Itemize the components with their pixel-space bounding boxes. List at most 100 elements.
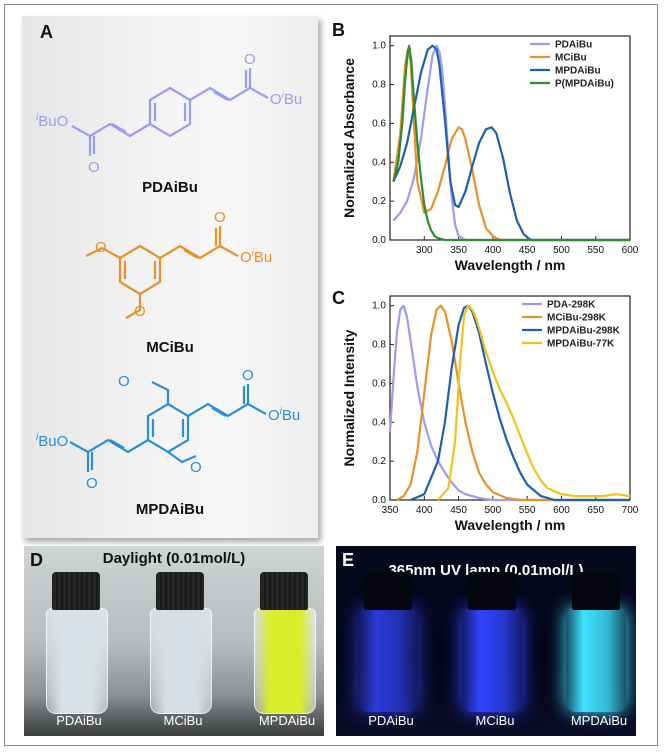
- vial-label: MPDAiBu: [258, 713, 316, 728]
- mpdaibu-ome-o1: O: [118, 373, 130, 390]
- panel-a-structures: O O OiBu iBuO PDAiBu O OiBu O O MCiBu: [22, 16, 318, 538]
- x-tick-label: 350: [450, 245, 467, 256]
- vial-liquid: [150, 608, 212, 714]
- y-tick-label: 0.2: [372, 456, 386, 467]
- legend-label: MPDAiBu: [555, 66, 601, 77]
- vial-cap: [156, 572, 204, 610]
- mcibu-name: MCiBu: [146, 339, 194, 356]
- x-tick-label: 450: [519, 245, 536, 256]
- mpdaibu-ester-left: iBuO: [36, 432, 68, 450]
- panel-label-d: D: [30, 550, 43, 570]
- series-line-2: [392, 44, 630, 242]
- x-tick-label: 650: [587, 505, 604, 516]
- y-tick-label: 0.8: [372, 80, 386, 91]
- x-tick-label: 500: [485, 505, 502, 516]
- vial-liquid: [462, 608, 522, 712]
- mcibu-carbonyl: O: [214, 209, 226, 226]
- y-tick-label: 0.2: [372, 196, 386, 207]
- y-tick-label: 0.4: [372, 417, 386, 428]
- mpdaibu-carbonyl-left: O: [86, 475, 98, 492]
- x-tick-label: 500: [553, 245, 570, 256]
- vial: [254, 572, 316, 714]
- panel-label-a: A: [40, 22, 53, 42]
- x-axis-label: Wavelength / nm: [455, 517, 566, 533]
- legend-label: PDAiBu: [555, 40, 592, 51]
- x-tick-label: 400: [485, 245, 502, 256]
- y-tick-label: 0.4: [372, 157, 386, 168]
- structure-pdaibu-labels: O O OiBu iBuO: [36, 51, 302, 176]
- x-tick-label: 550: [587, 245, 604, 256]
- vial-label: MCiBu: [163, 713, 203, 728]
- y-tick-label: 0.6: [372, 118, 386, 129]
- chart-c-emission: 350 400 450 500 550 600 650 700 0.0 0.2 0.4 0.6 0.8 1…: [341, 295, 639, 533]
- legend-label: MCiBu-298K: [547, 313, 607, 324]
- series-line-3: [392, 44, 630, 242]
- vial-cap: [52, 572, 100, 610]
- mcibu-ester-right: OiBu: [240, 248, 272, 266]
- mcibu-ome-o1: O: [95, 239, 107, 256]
- x-tick-label: 600: [622, 245, 639, 256]
- x-tick-label: 400: [416, 505, 433, 516]
- vial-cap: [260, 572, 308, 610]
- vial: [358, 572, 418, 712]
- legend-label: PDA-298K: [547, 300, 596, 311]
- x-tick-label: 550: [519, 505, 536, 516]
- x-axis-label: Wavelength / nm: [455, 257, 566, 273]
- chart-b-absorbance: 300 350 400 450 500 550 600 0.0 0.2 0.4 0.6 0.8 1.0 W…: [341, 35, 639, 273]
- y-axis-label: Normalized Absorbance: [341, 58, 357, 218]
- vial: [566, 572, 626, 712]
- mpdaibu-carbonyl-right: O: [242, 367, 254, 384]
- pdaibu-name: PDAiBu: [142, 179, 198, 196]
- pdaibu-carbonyl-right: O: [244, 51, 256, 68]
- vial: [462, 572, 522, 712]
- y-tick-label: 0.8: [372, 340, 386, 351]
- mpdaibu-ome-o2: O: [190, 459, 202, 476]
- vial-liquid: [358, 608, 418, 712]
- series-line-2: [410, 304, 630, 502]
- pdaibu-ester-right: OiBu: [270, 90, 302, 108]
- y-tick-label: 0.6: [372, 378, 386, 389]
- panel-label-e: E: [342, 550, 355, 570]
- series-line-1: [392, 48, 630, 242]
- legend-label: MCiBu: [555, 53, 587, 64]
- series-line-1: [396, 304, 630, 502]
- y-axis-label: Normalized Intensity: [341, 329, 357, 466]
- vial-liquid: [254, 608, 316, 714]
- series-line-0: [388, 304, 630, 502]
- panel-label-c: C: [332, 288, 345, 308]
- x-tick-label: 600: [553, 505, 570, 516]
- x-tick-label: 300: [416, 245, 433, 256]
- vial: [46, 572, 108, 714]
- y-tick-label: 0.0: [372, 235, 386, 246]
- structure-mcibu-labels: O OiBu O O: [95, 209, 272, 320]
- legend-label: MPDAiBu-298K: [547, 326, 621, 337]
- pdaibu-carbonyl-left: O: [88, 159, 100, 176]
- x-tick-label: 450: [450, 505, 467, 516]
- photo-d-daylight: Daylight (0.01mol/L) PDAiBu MCiBu MPDAiBu: [24, 546, 324, 736]
- y-tick-label: 0.0: [372, 495, 386, 506]
- structure-pdaibu: [71, 68, 269, 156]
- legend-label: P(MPDAiBu): [555, 79, 614, 90]
- y-tick-label: 1.0: [372, 41, 386, 52]
- vial: [150, 572, 212, 714]
- vial-label: MCiBu: [475, 713, 515, 728]
- photo-d-title: Daylight (0.01mol/L): [102, 550, 246, 567]
- vial-cap: [364, 572, 412, 610]
- vial-cap: [572, 572, 620, 610]
- vial-cap: [468, 572, 516, 610]
- photo-e-title: 365nm UV lamp (0.01mol/L): [388, 562, 584, 579]
- vial-label: PDAiBu: [368, 713, 414, 728]
- figure-frame: [4, 4, 658, 746]
- y-tick-label: 1.0: [372, 301, 386, 312]
- series-line-3: [437, 304, 631, 501]
- mpdaibu-ester-right: OiBu: [268, 406, 300, 424]
- x-tick-label: 350: [382, 505, 399, 516]
- vial-liquid: [566, 608, 626, 712]
- pdaibu-ester-left: iBuO: [36, 112, 68, 130]
- mpdaibu-name: MPDAiBu: [136, 501, 204, 518]
- vial-label: MPDAiBu: [570, 713, 628, 728]
- structure-mcibu: [85, 226, 239, 319]
- structures-svg: O O OiBu iBuO PDAiBu O OiBu O O MCiBu: [36, 51, 302, 518]
- vial-label: PDAiBu: [56, 713, 102, 728]
- mcibu-ome-o2: O: [134, 303, 146, 320]
